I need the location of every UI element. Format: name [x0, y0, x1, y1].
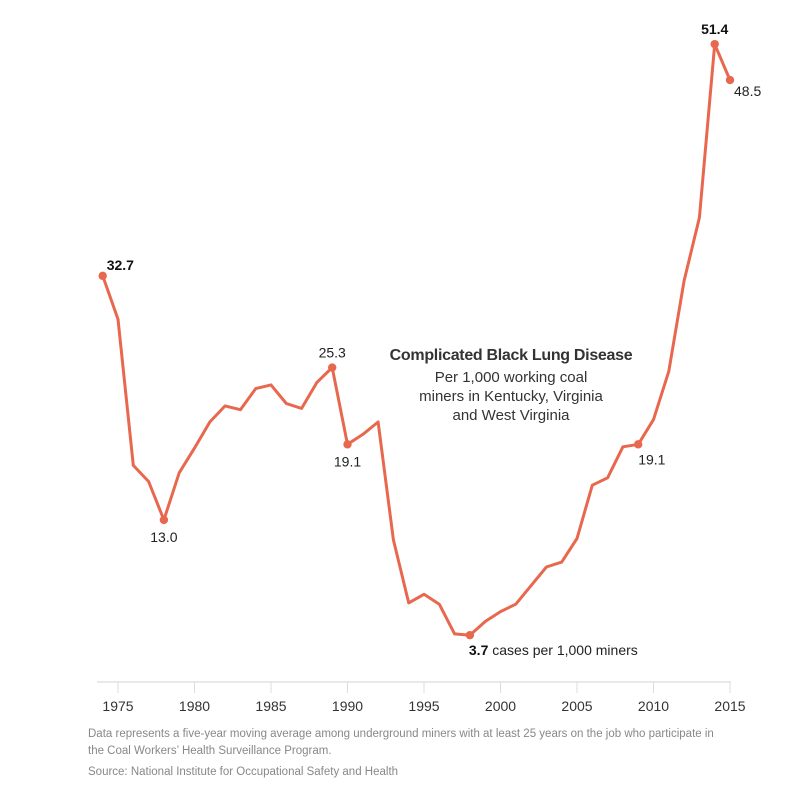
subtitle-line: Per 1,000 working coal: [434, 369, 588, 386]
data-label-value: 3.7: [469, 642, 489, 658]
x-tick-label: 2005: [561, 698, 592, 714]
data-point-marker: [465, 630, 475, 640]
data-label-value: 48.5: [734, 83, 761, 99]
data-label-value: 13.0: [150, 529, 177, 545]
data-point-marker: [343, 440, 352, 449]
x-tick-label: 1975: [102, 698, 133, 714]
data-point-marker: [634, 440, 643, 449]
chart-title-block: Complicated Black Lung Disease Per 1,000…: [380, 347, 642, 425]
source-credit: Source: National Institute for Occupatio…: [88, 766, 399, 778]
subtitle-line: miners in Kentucky, Virginia: [419, 388, 603, 405]
series-layer: [101, 42, 732, 637]
subtitle-line: and West Virginia: [452, 407, 570, 424]
data-point-marker: [159, 515, 169, 525]
chart-title: Complicated Black Lung Disease: [389, 347, 633, 364]
data-label: 51.4: [701, 21, 728, 37]
data-point-marker: [725, 75, 735, 85]
series-line: [101, 42, 732, 637]
data-label: 25.3: [319, 345, 346, 361]
x-tick-label: 2015: [714, 698, 745, 714]
data-label-value: 19.1: [334, 453, 361, 469]
data-point-marker: [328, 363, 337, 372]
data-label: 19.1: [638, 451, 665, 467]
data-point-marker: [98, 271, 107, 281]
chart-subtitle: Per 1,000 working coal miners in Kentuck…: [380, 368, 642, 425]
data-label: 13.0: [150, 529, 177, 545]
data-label-suffix: cases per 1,000 miners: [488, 642, 637, 658]
annotation-labels: 32.7 13.0 25.3 19.1 3.7 cases per 1,000 mine…: [107, 21, 762, 658]
data-label: 32.7: [107, 257, 134, 273]
data-label: 3.7 cases per 1,000 miners: [469, 642, 638, 658]
data-label-value: 19.1: [638, 451, 665, 467]
x-tick-label: 1990: [332, 698, 363, 714]
x-tick-label: 2000: [485, 698, 516, 714]
x-tick-label: 1985: [255, 698, 286, 714]
footnote: Data represents a five-year moving avera…: [88, 728, 714, 757]
data-label-value: 25.3: [319, 345, 346, 361]
annotation-markers: [98, 39, 735, 640]
x-tick-label: 2010: [638, 698, 669, 714]
x-tick-label: 1980: [179, 698, 210, 714]
data-point-marker: [710, 39, 719, 49]
data-label: 19.1: [334, 453, 361, 469]
data-label-value: 32.7: [107, 257, 134, 273]
x-tick-label: 1995: [408, 698, 439, 714]
x-axis: 1975 1980 1985 1990 1995 2000 2005 2010 2015: [97, 681, 746, 714]
data-label: 48.5: [734, 83, 761, 99]
data-label-value: 51.4: [701, 21, 728, 37]
